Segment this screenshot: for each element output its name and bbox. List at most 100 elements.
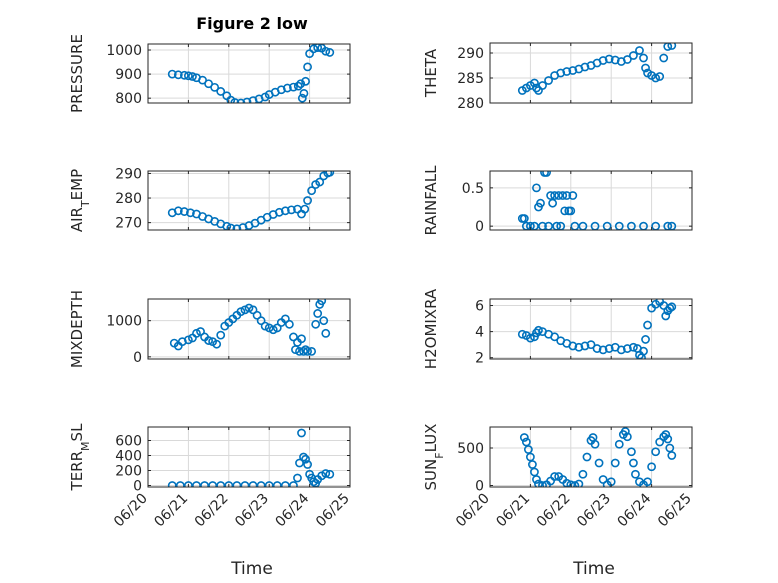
data-series — [517, 43, 677, 95]
data-point — [272, 481, 282, 487]
data-point — [554, 191, 564, 200]
plot-area — [490, 171, 692, 230]
data-point — [519, 433, 529, 442]
y-tick-label: 400 — [115, 449, 142, 465]
data-point — [546, 191, 555, 200]
data-point — [655, 72, 665, 81]
data-point — [556, 68, 566, 78]
data-point — [256, 316, 266, 326]
data-point — [179, 207, 189, 216]
axes-box — [489, 298, 693, 360]
data-point — [550, 472, 560, 481]
data-point — [307, 347, 317, 356]
plot-area — [148, 427, 350, 487]
data-point — [627, 447, 636, 457]
data-point — [240, 481, 250, 487]
data-point — [192, 328, 201, 338]
y-tick-label: 0 — [475, 479, 484, 495]
data-point — [663, 434, 673, 444]
data-point — [578, 469, 588, 479]
data-point — [287, 205, 296, 215]
data-point — [226, 95, 236, 103]
data-point — [297, 93, 307, 103]
data-point — [179, 70, 189, 80]
y-tick-label: 1000 — [106, 43, 142, 59]
data-point — [536, 198, 545, 208]
data-point — [210, 82, 220, 92]
data-point — [299, 452, 308, 462]
y-tick-label: 285 — [457, 71, 484, 87]
subplot-h2omixra: 2 4 6 H2OMIXRA — [422, 288, 693, 369]
data-point — [232, 224, 242, 230]
y-tick-label: 0 — [475, 219, 484, 235]
data-point — [303, 460, 312, 469]
data-point — [548, 198, 558, 208]
data-point — [594, 458, 604, 468]
data-point — [639, 53, 648, 63]
data-point — [256, 481, 266, 487]
data-point — [562, 67, 572, 76]
data-point — [542, 171, 551, 177]
data-point — [301, 76, 310, 86]
data-point — [264, 481, 274, 487]
y-axis-label: THETA — [422, 48, 440, 98]
data-point — [639, 346, 648, 356]
data-series — [167, 171, 335, 230]
data-point — [280, 314, 290, 324]
data-point — [264, 323, 274, 333]
subplot-air-temp: 270 280 290 AIRTEMP — [68, 166, 351, 232]
data-point — [321, 469, 331, 478]
data-point — [309, 44, 319, 54]
data-point — [289, 82, 298, 92]
data-point — [299, 347, 308, 356]
data-point — [663, 43, 673, 51]
data-point — [280, 206, 290, 216]
y-tick-label: 900 — [115, 67, 142, 83]
data-point — [186, 208, 195, 218]
data-point — [242, 97, 252, 103]
data-point — [538, 481, 547, 487]
data-point — [622, 344, 632, 353]
data-point — [204, 336, 213, 345]
y-tick-label: 2 — [475, 351, 484, 367]
data-point — [519, 214, 529, 223]
data-point — [604, 54, 614, 64]
data-point — [631, 469, 640, 479]
data-point — [167, 481, 177, 487]
data-point — [574, 342, 584, 352]
data-point — [188, 72, 197, 81]
data-point — [244, 303, 254, 313]
axes-box — [489, 42, 693, 104]
data-point — [295, 458, 304, 468]
y-axis-label: AIRTEMP — [68, 169, 92, 232]
y-axis-label: H2OMIXRA — [422, 288, 440, 369]
data-point — [550, 191, 560, 200]
axes-box — [489, 170, 693, 231]
data-point — [622, 432, 632, 442]
data-point — [568, 66, 578, 75]
data-point — [236, 98, 246, 103]
data-point — [562, 191, 572, 200]
y-axis-label: MIXDEPTH — [68, 290, 86, 368]
data-point — [544, 76, 553, 85]
y-tick-label: 280 — [457, 96, 484, 112]
data-point — [183, 71, 193, 81]
data-point — [293, 81, 303, 91]
data-point — [232, 481, 242, 487]
y-axis-label: SUNFLUX — [422, 424, 446, 491]
data-point — [643, 320, 652, 330]
data-series — [517, 299, 677, 359]
data-series — [167, 428, 335, 487]
axes-box — [147, 426, 351, 488]
data-point — [226, 223, 236, 230]
data-point — [284, 319, 294, 329]
data-point — [325, 469, 335, 479]
data-point — [614, 439, 624, 449]
data-point — [647, 462, 656, 472]
data-point — [293, 473, 302, 483]
data-point — [659, 53, 669, 63]
data-point — [307, 186, 317, 196]
y-tick-label: 800 — [115, 91, 142, 107]
data-point — [580, 62, 590, 72]
data-point — [184, 481, 193, 487]
